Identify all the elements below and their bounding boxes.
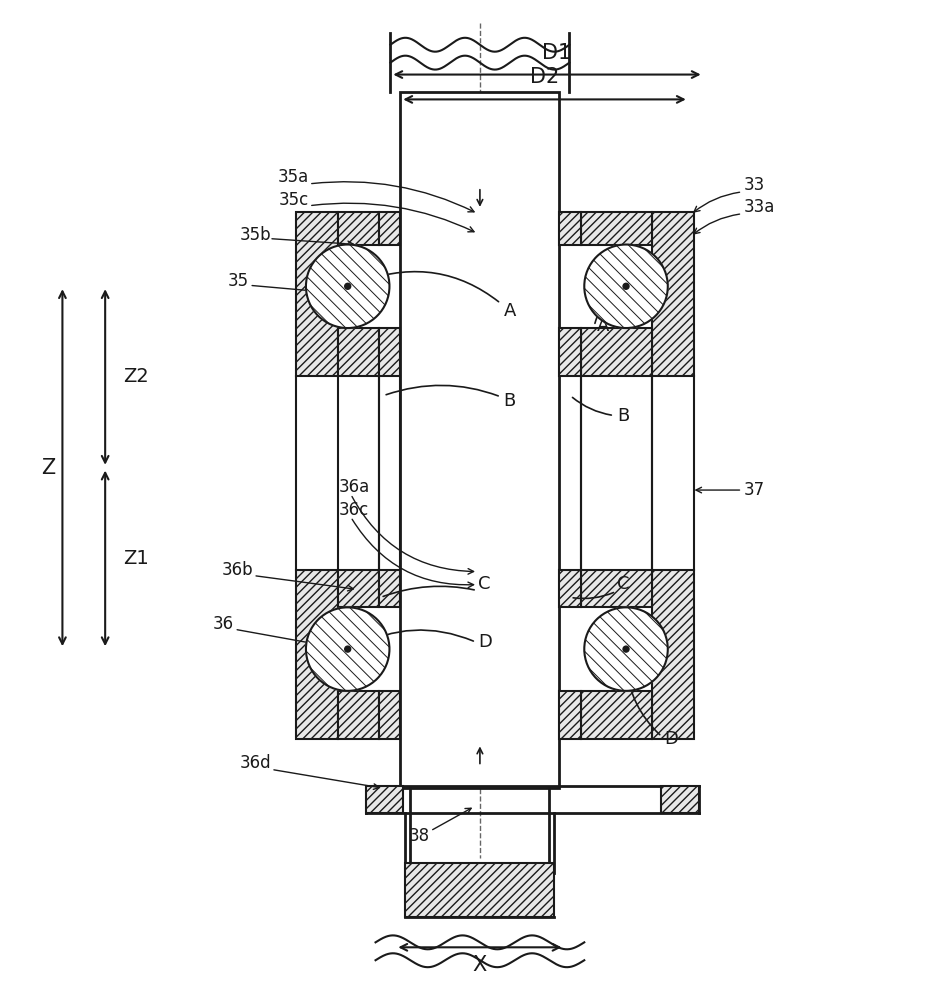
Circle shape <box>306 245 390 328</box>
Bar <box>365 786 404 813</box>
Bar <box>296 570 338 739</box>
Text: 35: 35 <box>228 272 249 290</box>
Text: X: X <box>472 955 487 975</box>
Text: 36: 36 <box>212 615 233 633</box>
Circle shape <box>623 283 629 289</box>
Circle shape <box>584 245 668 328</box>
Circle shape <box>584 607 668 691</box>
Text: D1: D1 <box>542 43 572 63</box>
Text: 36c: 36c <box>339 501 369 519</box>
Text: 33: 33 <box>743 176 764 194</box>
Bar <box>661 786 698 813</box>
Bar <box>560 691 581 739</box>
Text: D: D <box>664 730 678 748</box>
Text: B: B <box>386 385 516 410</box>
Text: C: C <box>478 575 490 593</box>
Text: Z2: Z2 <box>123 367 149 386</box>
Text: 35a: 35a <box>278 168 309 186</box>
Bar <box>560 570 581 607</box>
Text: 36a: 36a <box>339 478 370 496</box>
Text: 35c: 35c <box>279 191 309 209</box>
Text: 33a: 33a <box>743 198 775 216</box>
Bar <box>560 328 581 376</box>
Circle shape <box>345 283 351 289</box>
Text: B: B <box>618 407 630 425</box>
Bar <box>581 570 652 607</box>
Text: Z: Z <box>41 458 56 478</box>
Bar <box>401 92 560 788</box>
Bar <box>338 691 379 739</box>
Bar <box>379 570 401 607</box>
Bar <box>379 691 401 739</box>
Text: Z1: Z1 <box>123 549 149 568</box>
Bar <box>581 691 652 739</box>
Bar <box>560 212 581 245</box>
Text: D: D <box>478 633 492 651</box>
Bar <box>338 570 379 607</box>
Text: 36b: 36b <box>221 561 253 579</box>
Bar <box>296 212 338 376</box>
Bar <box>652 570 694 739</box>
Text: 35b: 35b <box>240 226 272 244</box>
Text: 36d: 36d <box>240 754 272 772</box>
Bar <box>379 328 401 376</box>
Text: 37: 37 <box>743 481 764 499</box>
Bar <box>338 212 379 245</box>
Bar <box>652 212 694 376</box>
Circle shape <box>623 646 629 652</box>
Circle shape <box>345 646 351 652</box>
Bar <box>405 863 554 917</box>
Circle shape <box>306 607 390 691</box>
Text: D2: D2 <box>530 67 559 87</box>
Bar <box>379 212 401 245</box>
Bar <box>338 328 379 376</box>
Text: C: C <box>618 575 630 593</box>
Text: A: A <box>597 317 609 335</box>
Text: A: A <box>365 272 516 320</box>
Bar <box>581 328 652 376</box>
Text: 38: 38 <box>409 827 431 845</box>
Bar <box>581 212 652 245</box>
